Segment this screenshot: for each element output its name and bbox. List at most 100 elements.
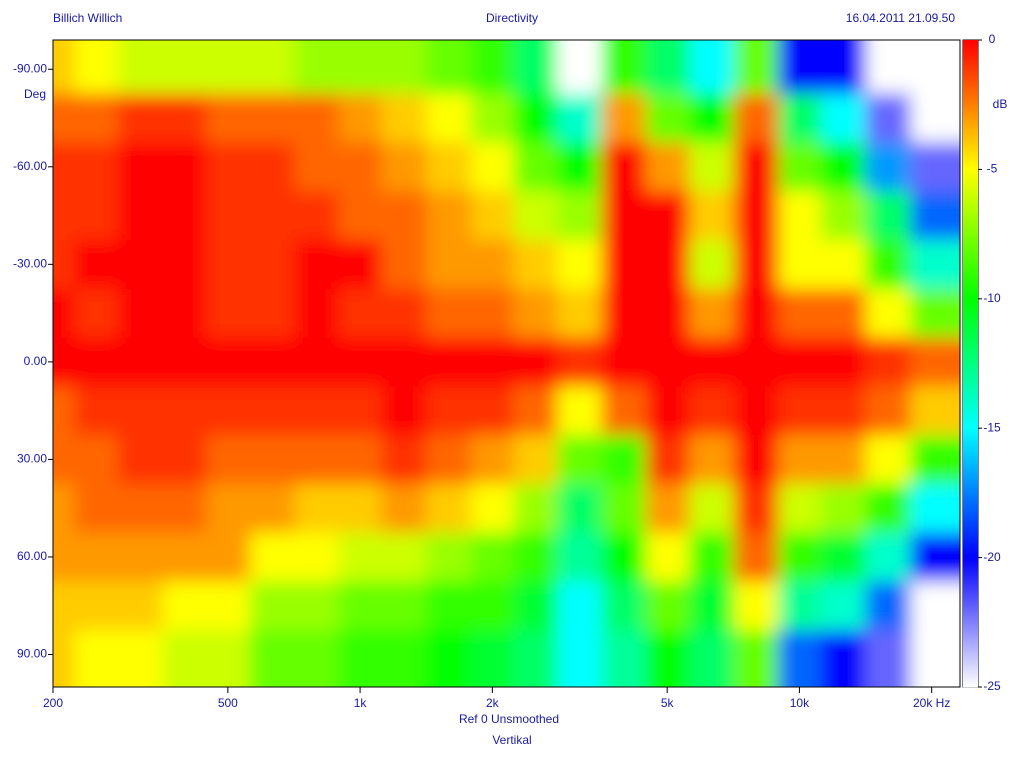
heatmap-cell [910, 337, 960, 387]
colorbar-segment [963, 40, 978, 105]
heatmap-cell [645, 581, 690, 631]
heatmap-cell [74, 386, 119, 436]
heatmap-cell [734, 483, 779, 534]
heatmap-cell [162, 483, 208, 534]
colorbar-segment [963, 428, 978, 494]
colorbar-segment [963, 492, 978, 558]
heatmap-cell [381, 483, 427, 534]
heatmap-cell [74, 40, 119, 95]
heatmap-cell [645, 337, 690, 387]
heatmap-cell [513, 435, 558, 485]
heatmap-cell [162, 337, 208, 387]
heatmap-cell [294, 288, 340, 338]
heatmap-cell [778, 483, 822, 534]
heatmap-cell [162, 40, 208, 95]
heatmap-cell [338, 532, 382, 582]
heatmap-cell [117, 386, 163, 436]
heatmap-cell [206, 142, 251, 192]
heatmap-cell [778, 40, 822, 95]
heatmap-cell [294, 337, 340, 387]
heatmap-cell [426, 191, 472, 241]
heatmap-cell [381, 337, 427, 387]
heatmap-cell [381, 239, 427, 290]
heatmap-cell [910, 630, 960, 687]
heatmap-cell [513, 40, 558, 95]
heatmap-cell [294, 386, 340, 436]
x-tick-label: 2k [486, 696, 500, 710]
heatmap-cell [53, 581, 75, 631]
heatmap-cell [778, 532, 822, 582]
colorbar-tick-label: -20 [983, 550, 1001, 564]
heatmap-cell [294, 191, 340, 241]
heatmap-cell [162, 142, 208, 192]
x-tick-label: 10k [790, 696, 810, 710]
colorbar-segment [963, 234, 978, 300]
heatmap-cell [206, 40, 251, 95]
heatmap-cell [338, 239, 382, 290]
heatmap-cell [556, 288, 603, 338]
heatmap-cell [381, 435, 427, 485]
colorbar-tick-label: -25 [983, 679, 1001, 693]
heatmap-cell [162, 93, 208, 143]
heatmap-cell [910, 142, 960, 192]
colorbar-segment [963, 557, 978, 623]
heatmap-cell [556, 93, 603, 143]
heatmap-cell [734, 581, 779, 631]
heatmap-cell [513, 288, 558, 338]
heatmap-cell [53, 288, 75, 338]
heatmap-cell [426, 142, 472, 192]
heatmap-cell [381, 630, 427, 687]
heatmap-cell [471, 386, 515, 436]
heatmap-cell [471, 40, 515, 95]
heatmap-cell [820, 40, 867, 95]
heatmap-cell [338, 191, 382, 241]
heatmap-cell [53, 630, 75, 687]
heatmap-cell [601, 288, 647, 338]
heatmap-cell [74, 532, 119, 582]
y-tick-label: 0.00 [24, 354, 48, 368]
y-tick-label: 60.00 [17, 549, 47, 563]
heatmap-cell [117, 93, 163, 143]
heatmap-cell [865, 630, 911, 687]
heatmap-cell [162, 581, 208, 631]
heatmap-cell [162, 239, 208, 290]
heatmap-cell [162, 386, 208, 436]
heatmap-cell [513, 337, 558, 387]
heatmap-cell [53, 40, 75, 95]
heatmap-cell [471, 483, 515, 534]
heatmap-cell [294, 239, 340, 290]
heatmap-cell [249, 239, 296, 290]
heatmap-cell [338, 386, 382, 436]
heatmap-cell [820, 337, 867, 387]
heatmap-cell [778, 630, 822, 687]
y-tick-label: 30.00 [17, 452, 47, 466]
heatmap-cell [910, 239, 960, 290]
heatmap-cell [865, 239, 911, 290]
heatmap-cell [513, 93, 558, 143]
heatmap-cell [865, 142, 911, 192]
heatmap-cell [74, 581, 119, 631]
heatmap-cell [249, 483, 296, 534]
heatmap-cell [734, 142, 779, 192]
heatmap-cell [778, 239, 822, 290]
heatmap-cell [381, 191, 427, 241]
heatmap-cell [471, 532, 515, 582]
heatmap-cell [734, 386, 779, 436]
heatmap-cell [689, 142, 735, 192]
heatmap-cell [249, 142, 296, 192]
heatmap-cell [117, 142, 163, 192]
heatmap-cell [820, 142, 867, 192]
heatmap-cell [865, 288, 911, 338]
heatmap-cell [338, 288, 382, 338]
heatmap-cell [820, 239, 867, 290]
colorbar-segment [963, 363, 978, 429]
heatmap-cell [601, 239, 647, 290]
colorbar-segment [963, 104, 978, 170]
heatmap-cell [74, 239, 119, 290]
heatmap-cell [820, 191, 867, 241]
heatmap-cell [556, 581, 603, 631]
heatmap-cell [338, 581, 382, 631]
heatmap-cell [645, 630, 690, 687]
heatmap-cell [338, 337, 382, 387]
heatmap-cell [74, 288, 119, 338]
